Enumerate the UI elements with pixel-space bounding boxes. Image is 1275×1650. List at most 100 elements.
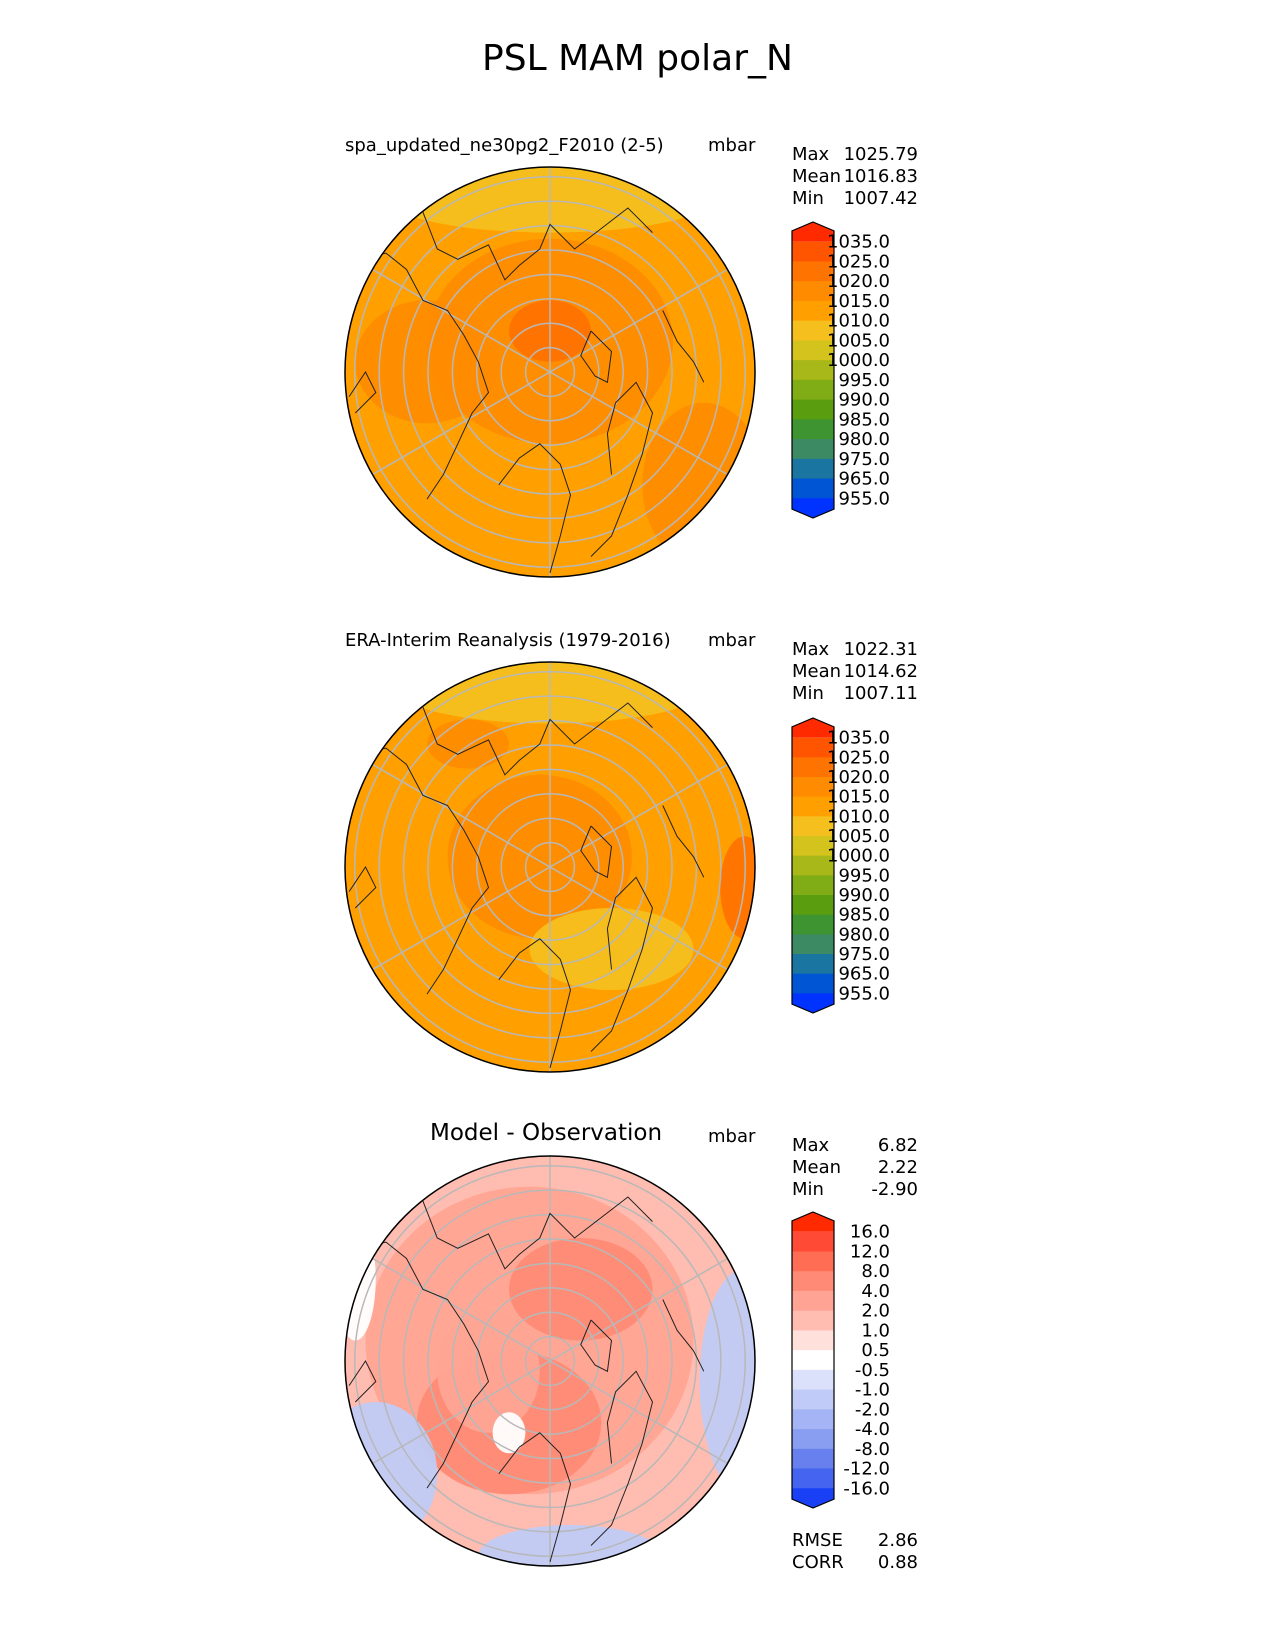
colorbar-outline <box>791 1211 835 1509</box>
colorbar-tick-label: 990.0 <box>838 885 890 906</box>
colorbar-segment <box>792 1330 834 1351</box>
stat-key: Max <box>792 144 830 165</box>
colorbar-3: 16.012.08.04.02.01.00.5-0.5-1.0-2.0-4.0-… <box>791 1211 890 1509</box>
meridian-line <box>549 371 728 476</box>
colorbar-segment <box>792 360 834 381</box>
panel-2-stats: Max 1022.31 Mean 1014.62 Min 1007.11 <box>792 639 918 705</box>
colorbar-2: 1035.01025.01020.01015.01010.01005.01000… <box>791 717 890 1014</box>
colorbar-segment <box>792 1369 834 1391</box>
stat-key: Min <box>792 188 824 209</box>
field-region <box>355 300 499 424</box>
stat-value: 2.22 <box>877 1157 918 1178</box>
colorbar-tick-label: 965.0 <box>838 964 890 985</box>
coastline <box>590 381 654 557</box>
colorbar-segment <box>792 261 834 282</box>
field-region <box>345 1402 438 1546</box>
coastline <box>498 938 572 1069</box>
colorbar-tick-label: -1.0 <box>855 1380 890 1401</box>
colorbar-tick-label: 4.0 <box>861 1281 890 1302</box>
stat-value: 1025.79 <box>843 144 918 165</box>
colorbar-extend-min <box>792 993 834 1013</box>
colorbar-tick-label: 8.0 <box>861 1261 890 1282</box>
colorbar-segment <box>792 836 834 857</box>
panel-1-label: spa_updated_ne30pg2_F2010 (2-5) <box>345 135 664 156</box>
meridian-line <box>372 866 551 971</box>
meridian-line <box>549 1360 728 1465</box>
coastline <box>662 805 705 878</box>
colorbar-tick-label: 975.0 <box>838 944 890 965</box>
colorbar-segment <box>792 1290 834 1312</box>
coastline <box>348 371 377 414</box>
stat-value: 1022.31 <box>843 639 918 660</box>
colorbar-tick-label: 975.0 <box>838 449 890 470</box>
colorbar-tick-label: 16.0 <box>850 1222 890 1243</box>
colorbar-segment <box>792 478 834 499</box>
colorbar-tick-label: 995.0 <box>838 370 890 391</box>
colorbar-tick-label: 1.0 <box>861 1320 890 1341</box>
coastline <box>355 1241 490 1489</box>
colorbar-segment <box>792 1429 834 1450</box>
coastline <box>348 1360 377 1403</box>
colorbar-segment <box>792 954 834 975</box>
colorbar-segment <box>792 796 834 817</box>
meridian-line <box>372 763 551 868</box>
colorbar-segment <box>792 1251 834 1272</box>
coastline <box>580 330 613 384</box>
rmse-key: RMSE <box>792 1530 843 1551</box>
colorbar-tick-label: -4.0 <box>855 1419 890 1440</box>
coastline <box>662 1299 705 1372</box>
colorbar-tick-label: 1000.0 <box>827 846 890 867</box>
meridian-line <box>372 1257 551 1362</box>
stat-key: Min <box>792 683 824 704</box>
coastline <box>662 310 705 383</box>
field-region <box>345 1217 376 1341</box>
colorbar-tick-label: 995.0 <box>838 865 890 886</box>
colorbar-segment <box>792 320 834 341</box>
colorbar-tick-label: 985.0 <box>838 905 890 926</box>
colorbar-tick-label: 980.0 <box>838 924 890 945</box>
corr-value: 0.88 <box>877 1552 918 1573</box>
colorbar-tick-label: 1035.0 <box>827 232 890 253</box>
colorbar-segment <box>792 1231 834 1252</box>
colorbar-segment <box>792 458 834 480</box>
coastline <box>422 207 653 281</box>
stat-key: Mean <box>792 1157 842 1178</box>
coastline <box>422 1196 653 1270</box>
meridian-line <box>549 268 728 373</box>
colorbar-tick-label: -0.5 <box>855 1360 890 1381</box>
panel-2-units: mbar <box>708 630 756 651</box>
colorbar-segment <box>792 875 834 896</box>
colorbar-tick-label: 1000.0 <box>827 350 890 371</box>
colorbar-tick-label: 1015.0 <box>827 291 890 312</box>
polar-map-3 <box>344 1155 756 1567</box>
stat-key: Mean <box>792 166 842 187</box>
coastline <box>498 1432 572 1563</box>
colorbar-tick-label: 1010.0 <box>827 311 890 332</box>
field-region <box>509 1238 653 1341</box>
coastline <box>580 825 613 879</box>
colorbar-segment <box>792 914 834 935</box>
field-region <box>529 908 694 990</box>
colorbar-tick-label: 955.0 <box>838 983 890 1004</box>
colorbar-segment <box>792 737 834 758</box>
colorbar-segment <box>792 973 834 994</box>
colorbar-segment <box>792 340 834 361</box>
colorbar-segment <box>792 300 834 322</box>
colorbar-segment <box>792 281 834 302</box>
coastline <box>498 443 572 574</box>
colorbar-segment <box>792 399 834 420</box>
colorbar-segment <box>792 1271 834 1292</box>
panel-3-stats: Max 6.82 Mean 2.22 Min -2.90 <box>792 1135 918 1201</box>
colorbar-tick-label: -16.0 <box>843 1478 890 1499</box>
colorbar-tick-label: 1025.0 <box>827 747 890 768</box>
colorbar-tick-label: 2.0 <box>861 1301 890 1322</box>
map-border <box>344 166 756 578</box>
colorbar-segment <box>792 379 834 401</box>
colorbar-tick-label: 1020.0 <box>827 271 890 292</box>
colorbar-extend-max <box>792 1212 834 1232</box>
panel-3-units: mbar <box>708 1126 756 1147</box>
colorbar-segment <box>792 1389 834 1410</box>
colorbar-tick-label: 1010.0 <box>827 806 890 827</box>
stat-key: Max <box>792 1135 830 1156</box>
